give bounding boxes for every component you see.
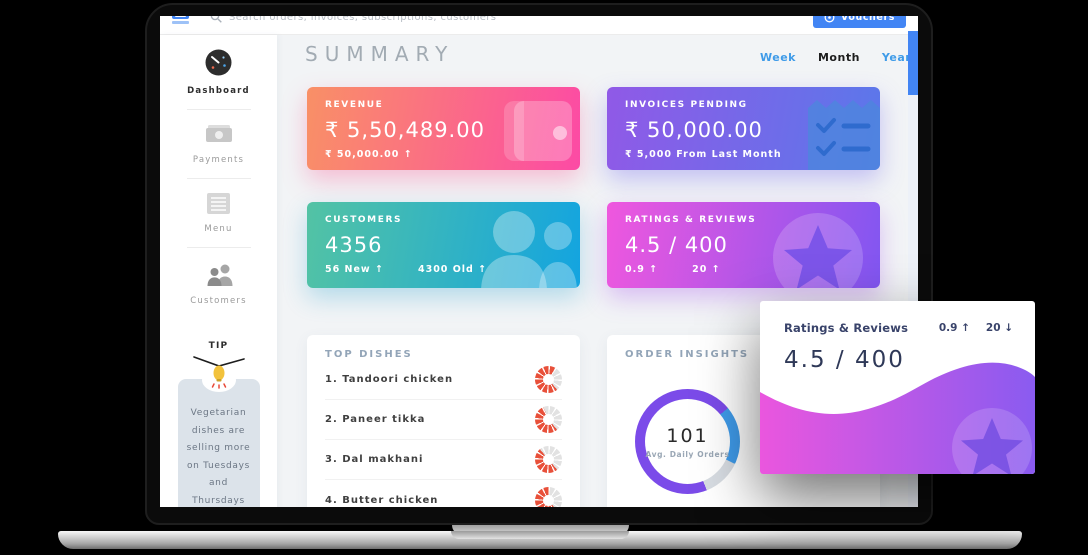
avg-daily-orders-caption: Avg. Daily Orders: [645, 449, 730, 459]
dish-progress-gauge: [535, 366, 562, 393]
tip-section: TIP Vegetarian dishes are selling more o…: [160, 341, 277, 507]
ratings-reviews-card: RATINGS & REVIEWS 4.5 / 400 0.9 ↑ 20 ↑: [607, 202, 880, 288]
dish-name: 3. Dal makhani: [325, 454, 424, 465]
tab-week[interactable]: Week: [760, 51, 796, 64]
sidebar-item-label: Dashboard: [187, 86, 250, 96]
people-icon: [481, 211, 577, 288]
invoices-delta: ₹ 5,000 From Last Month: [625, 149, 782, 160]
ratings-delta-rating: 0.9 ↑: [625, 264, 659, 275]
ratings-deltas: 0.9 ↑ 20 ↑: [625, 264, 862, 275]
customers-new: 56 New ↑: [325, 264, 384, 275]
revenue-delta: ₹ 50,000.00 ↑: [325, 149, 413, 160]
top-dishes-panel: TOP DISHES 1. Tandoori chicken 2. Paneer…: [307, 335, 580, 507]
app-logo-icon[interactable]: [172, 16, 189, 24]
orders-donut-chart: 101 Avg. Daily Orders: [635, 389, 740, 494]
dish-name: 2. Paneer tikka: [325, 414, 426, 425]
invoice-icon: [808, 100, 880, 170]
popup-delta-reviews: 20 ↓: [985, 322, 1013, 334]
popup-title: Ratings & Reviews: [784, 321, 909, 335]
popup-deltas: 0.9 ↑ 20 ↓: [939, 322, 1013, 334]
dish-name: 4. Butter chicken: [325, 494, 439, 506]
period-tabs: Week Month Year: [760, 51, 911, 64]
vouchers-button[interactable]: Vouchers: [812, 16, 906, 28]
order-insights-title: ORDER INSIGHTS: [625, 349, 750, 360]
vouchers-label: Vouchers: [840, 16, 895, 23]
menu-list-icon: [207, 193, 230, 214]
avg-daily-orders-value: 101: [666, 424, 709, 447]
customers-people-icon: [207, 264, 232, 286]
tab-month[interactable]: Month: [817, 51, 860, 64]
sidebar-item-payments[interactable]: Payments: [160, 110, 277, 178]
dish-row: 4. Butter chicken: [325, 480, 562, 507]
customers-value: 4356: [325, 233, 383, 257]
orders-donut-center: 101 Avg. Daily Orders: [645, 399, 730, 484]
revenue-value: ₹ 5,50,489.00: [325, 118, 485, 142]
dish-progress-gauge: [535, 406, 562, 433]
sidebar-divider: [186, 178, 251, 179]
laptop-base: [58, 531, 1022, 549]
payments-cash-icon: [205, 125, 232, 142]
dish-row: 3. Dal makhani: [325, 440, 562, 480]
tip-card: Vegetarian dishes are selling more on Tu…: [177, 379, 260, 507]
invoices-pending-card: INVOICES PENDING ₹ 50,000.00 ₹ 5,000 Fro…: [607, 87, 880, 170]
sidebar-item-label: Customers: [190, 296, 247, 306]
customers-old: 4300 Old ↑: [417, 264, 488, 275]
scrollbar-track[interactable]: [908, 31, 918, 507]
revenue-label: REVENUE: [325, 100, 384, 110]
popup-delta-rating: 0.9 ↑: [938, 322, 970, 334]
voucher-icon: [824, 16, 835, 23]
search-icon: [210, 16, 222, 23]
search-input[interactable]: [229, 16, 559, 23]
tab-year[interactable]: Year: [881, 51, 912, 64]
dish-row: 1. Tandoori chicken: [325, 360, 562, 400]
sidebar-item-menu[interactable]: Menu: [160, 179, 277, 247]
sidebar-item-label: Payments: [192, 155, 245, 165]
dish-row: 2. Paneer tikka: [325, 400, 562, 440]
invoices-value: ₹ 50,000.00: [625, 118, 763, 142]
dish-progress-gauge: [535, 446, 562, 473]
popup-star-icon: [952, 408, 1032, 474]
page-title: SUMMARY: [305, 42, 455, 66]
ratings-label: RATINGS & REVIEWS: [625, 215, 757, 225]
laptop-base-notch: [451, 531, 629, 539]
tip-label: TIP: [208, 341, 229, 351]
ratings-delta-reviews: 20 ↑: [692, 264, 721, 275]
customers-deltas: 56 New ↑ 4300 Old ↑: [325, 264, 562, 275]
invoices-label: INVOICES PENDING: [625, 100, 748, 110]
topbar: Vouchers: [160, 16, 918, 35]
ratings-value: 4.5 / 400: [625, 233, 728, 257]
sidebar-item-customers[interactable]: Customers: [160, 248, 277, 319]
order-insights-panel: ORDER INSIGHTS 101 Avg. Daily Orders 18: [607, 335, 880, 507]
customers-card: CUSTOMERS 4356 56 New ↑ 4300 Old ↑: [307, 202, 580, 288]
dashboard-app: Vouchers Dashboard: [160, 16, 918, 507]
sidebar: Dashboard Payments: [160, 35, 277, 507]
sidebar-item-label: Menu: [204, 224, 233, 234]
dashboard-gauge-icon: [205, 49, 232, 76]
sidebar-divider: [186, 247, 251, 248]
top-dishes-title: TOP DISHES: [325, 349, 413, 360]
sidebar-item-dashboard[interactable]: Dashboard: [160, 35, 277, 109]
sidebar-divider: [186, 109, 251, 110]
dish-name: 1. Tandoori chicken: [325, 374, 454, 385]
dish-progress-gauge: [535, 486, 562, 507]
ratings-reviews-popup: Ratings & Reviews 0.9 ↑ 20 ↓ 4.5 / 400: [760, 301, 1035, 474]
ratings-trend-wave: [760, 362, 1035, 474]
lightbulb-icon: [192, 356, 245, 389]
customers-label: CUSTOMERS: [325, 215, 403, 225]
popup-value: 4.5 / 400: [784, 347, 905, 373]
star-icon: [773, 213, 863, 288]
tip-text: Vegetarian dishes are selling more on Tu…: [186, 408, 251, 506]
wallet-icon: [504, 101, 572, 161]
revenue-card: REVENUE ₹ 5,50,489.00 ₹ 50,000.00 ↑: [307, 87, 580, 170]
scrollbar-thumb[interactable]: [908, 31, 918, 95]
